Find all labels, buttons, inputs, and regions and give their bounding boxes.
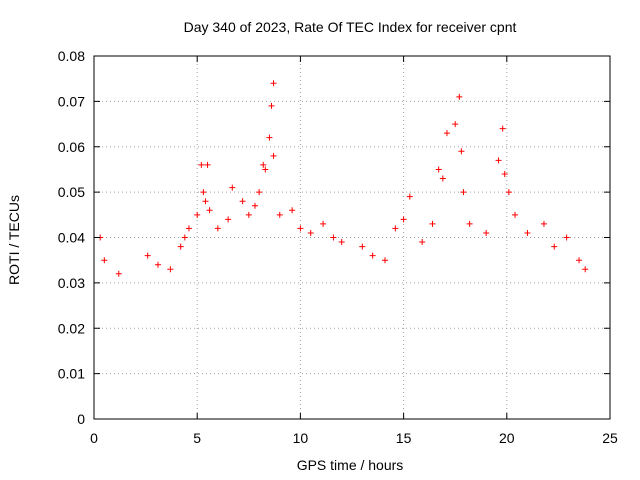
data-point (181, 234, 188, 241)
data-point (460, 189, 467, 196)
x-axis-label: GPS time / hours (297, 457, 404, 473)
data-point (582, 266, 589, 273)
data-point (266, 134, 273, 141)
data-point (256, 189, 263, 196)
data-point (194, 211, 201, 218)
data-point (185, 225, 192, 232)
axis-ticks: 0 0.01 0.02 0.03 0.04 0.05 0.06 0.07 0.08 0 5 10 15 2… (58, 48, 618, 446)
x-tick-label: 0 (90, 430, 98, 446)
data-point (198, 161, 205, 168)
data-point (483, 229, 490, 236)
data-point (101, 257, 108, 264)
data-point (297, 225, 304, 232)
data-point (400, 216, 407, 223)
y-tick-label: 0.02 (58, 320, 85, 336)
data-point (289, 207, 296, 214)
data-point (512, 211, 519, 218)
data-point (551, 243, 558, 250)
data-point (439, 175, 446, 182)
data-point (225, 216, 232, 223)
data-point (563, 234, 570, 241)
data-point (276, 211, 283, 218)
y-tick-label: 0.04 (58, 230, 85, 246)
data-point (505, 189, 512, 196)
x-tick-label: 25 (602, 430, 618, 446)
data-point (206, 207, 213, 214)
data-point (576, 257, 583, 264)
data-point (229, 184, 236, 191)
data-point (268, 102, 275, 109)
data-point (452, 121, 459, 128)
y-tick-label: 0 (77, 411, 85, 427)
data-point (443, 130, 450, 137)
y-tick-label: 0.01 (58, 366, 85, 382)
data-point (262, 166, 269, 173)
data-point (330, 234, 337, 241)
data-point (456, 93, 463, 100)
data-point (435, 166, 442, 173)
data-point (307, 229, 314, 236)
x-tick-label: 20 (499, 430, 515, 446)
data-point (458, 148, 465, 155)
data-point (177, 243, 184, 250)
data-point (270, 80, 277, 87)
data-point (419, 239, 426, 246)
data-point (260, 161, 267, 168)
data-point (167, 266, 174, 273)
y-axis-label: ROTI / TECUs (6, 195, 22, 285)
data-point (382, 257, 389, 264)
data-point (338, 239, 345, 246)
data-point (204, 161, 211, 168)
data-point (320, 220, 327, 227)
data-point (200, 189, 207, 196)
data-point (202, 198, 209, 205)
data-point (499, 125, 506, 132)
data-point (239, 198, 246, 205)
y-tick-label: 0.07 (58, 93, 85, 109)
data-point (245, 211, 252, 218)
data-point (251, 202, 258, 209)
x-tick-label: 10 (293, 430, 309, 446)
data-point (144, 252, 151, 259)
data-point (270, 152, 277, 159)
data-point (359, 243, 366, 250)
y-tick-label: 0.06 (58, 139, 85, 155)
data-point (495, 157, 502, 164)
data-point (406, 193, 413, 200)
y-tick-label: 0.03 (58, 275, 85, 291)
data-point (501, 170, 508, 177)
data-point (524, 229, 531, 236)
data-point (115, 270, 122, 277)
chart-title: Day 340 of 2023, Rate Of TEC Index for r… (184, 19, 517, 35)
grid-lines (94, 56, 610, 419)
data-point (466, 220, 473, 227)
data-point (540, 220, 547, 227)
data-point (214, 225, 221, 232)
data-points (97, 80, 589, 277)
data-point (429, 220, 436, 227)
y-tick-label: 0.08 (58, 48, 85, 64)
data-point (392, 225, 399, 232)
x-tick-label: 15 (396, 430, 412, 446)
data-point (154, 261, 161, 268)
data-point (369, 252, 376, 259)
x-tick-label: 5 (193, 430, 201, 446)
y-tick-label: 0.05 (58, 184, 85, 200)
